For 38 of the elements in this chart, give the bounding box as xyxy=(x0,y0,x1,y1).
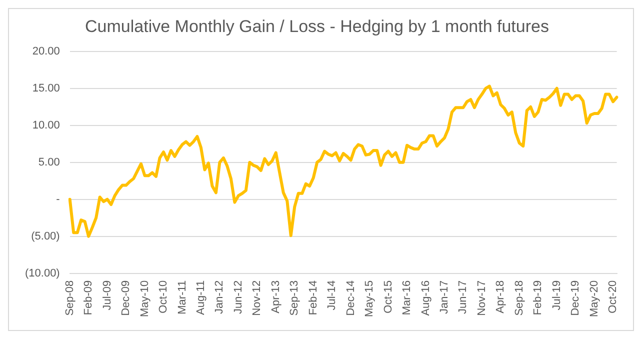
x-tick-label: Jun-17 xyxy=(457,280,470,314)
x-tick-label: Feb-09 xyxy=(82,280,95,316)
y-tick-label: (10.00) xyxy=(24,267,60,280)
x-tick-label: Nov-17 xyxy=(476,280,488,316)
x-tick-label: Sep-08 xyxy=(64,280,76,316)
x-tick-label: Dec-14 xyxy=(344,280,357,316)
x-tick-label: Nov-12 xyxy=(251,280,264,316)
x-tick-label: Mar-11 xyxy=(176,280,188,314)
y-tick-label: - xyxy=(56,193,60,206)
x-tick-label: Jul-09 xyxy=(101,280,114,310)
x-tick-label: Sep-13 xyxy=(288,280,301,316)
x-tick-label: Dec-19 xyxy=(570,280,582,316)
x-tick-label: Feb-14 xyxy=(307,280,320,316)
x-tick-label: Jan-12 xyxy=(214,280,226,314)
y-tick-label: 15.00 xyxy=(32,82,60,94)
x-tick-label: Apr-18 xyxy=(494,280,507,314)
x-tick-label: Apr-13 xyxy=(270,280,282,314)
x-tick-label: Mar-16 xyxy=(401,280,414,316)
y-tick-label: 5.00 xyxy=(38,156,60,168)
x-tick-label: Aug-11 xyxy=(195,280,207,315)
y-tick-label: 10.00 xyxy=(32,119,60,132)
x-tick-label: Jul-19 xyxy=(550,280,563,310)
y-tick-label: (5.00) xyxy=(31,230,60,242)
x-tick-label: Jul-14 xyxy=(326,280,338,310)
x-tick-label: Feb-19 xyxy=(532,280,544,316)
x-tick-label: Oct-15 xyxy=(382,280,394,314)
x-tick-label: Oct-10 xyxy=(158,280,170,314)
x-tick-label: May-10 xyxy=(138,280,151,318)
x-tick-label: Aug-16 xyxy=(420,280,432,316)
x-tick-label: Sep-18 xyxy=(513,280,526,316)
x-tick-label: Dec-09 xyxy=(120,280,132,316)
x-tick-label: May-20 xyxy=(588,280,600,318)
x-tick-label: Oct-20 xyxy=(607,280,620,314)
chart-title: Cumulative Monthly Gain / Loss - Hedging by 1 month futures xyxy=(85,16,549,36)
x-tick-label: May-15 xyxy=(364,280,376,318)
y-tick-label: 20.00 xyxy=(32,45,60,58)
x-tick-label: Jun-12 xyxy=(232,280,244,314)
x-tick-label: Jan-17 xyxy=(438,280,451,314)
